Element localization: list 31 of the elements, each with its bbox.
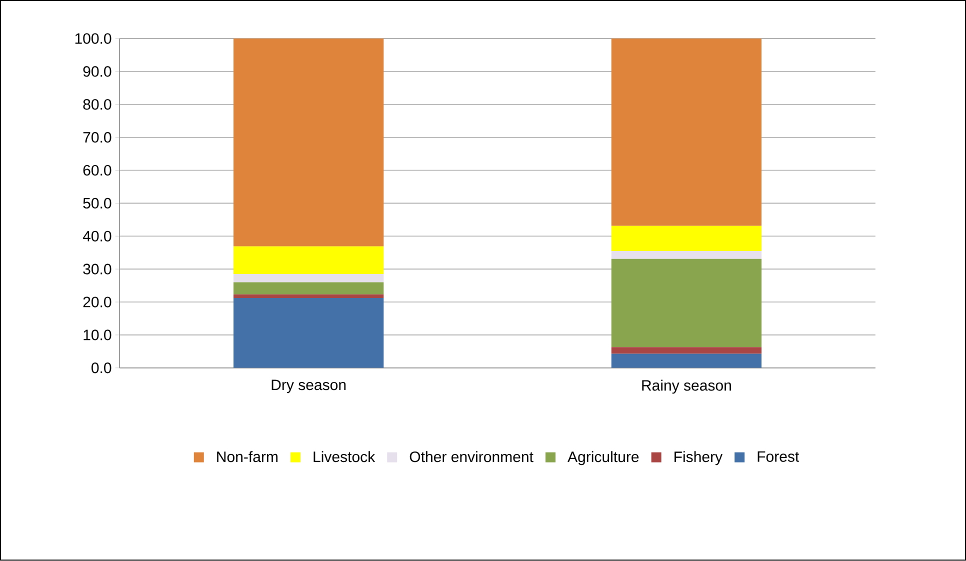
- legend-label: Livestock: [314, 451, 376, 462]
- x-tick-label: Rainy season: [642, 380, 731, 394]
- bar: [233, 298, 384, 368]
- bar: [611, 38, 762, 226]
- bar: [611, 354, 762, 368]
- y-tick-label: 60.0: [83, 165, 112, 176]
- legend-label: Other environment: [410, 451, 534, 462]
- y-tick-label: 10.0: [84, 330, 112, 340]
- bar: [611, 259, 762, 348]
- y-tick-label: 40.0: [82, 231, 112, 242]
- bar: [233, 246, 384, 274]
- y-tick-label: 0.0: [92, 362, 112, 374]
- y-tick-label: 90.0: [83, 66, 112, 77]
- y-tick-label: 70.0: [83, 132, 112, 143]
- y-tick-label: 20.0: [83, 296, 112, 308]
- y-tick-label: 50.0: [83, 198, 112, 209]
- legend-label: Fishery: [674, 451, 723, 466]
- legend-label: Agriculture: [568, 451, 639, 466]
- y-tick-label: 100.0: [75, 33, 112, 44]
- legend-label: Forest: [758, 452, 800, 462]
- y-tick-label: 80.0: [83, 99, 112, 110]
- bar: [611, 226, 762, 252]
- legend-label: Non-farm: [217, 451, 278, 462]
- y-tick-label: 30.0: [83, 264, 112, 275]
- x-tick-label: Dry season: [272, 380, 346, 394]
- bar: [233, 274, 384, 282]
- bar: [233, 282, 384, 295]
- bar: [233, 38, 384, 247]
- bar: [233, 294, 384, 298]
- bar: [611, 347, 762, 354]
- bar: [611, 251, 762, 260]
